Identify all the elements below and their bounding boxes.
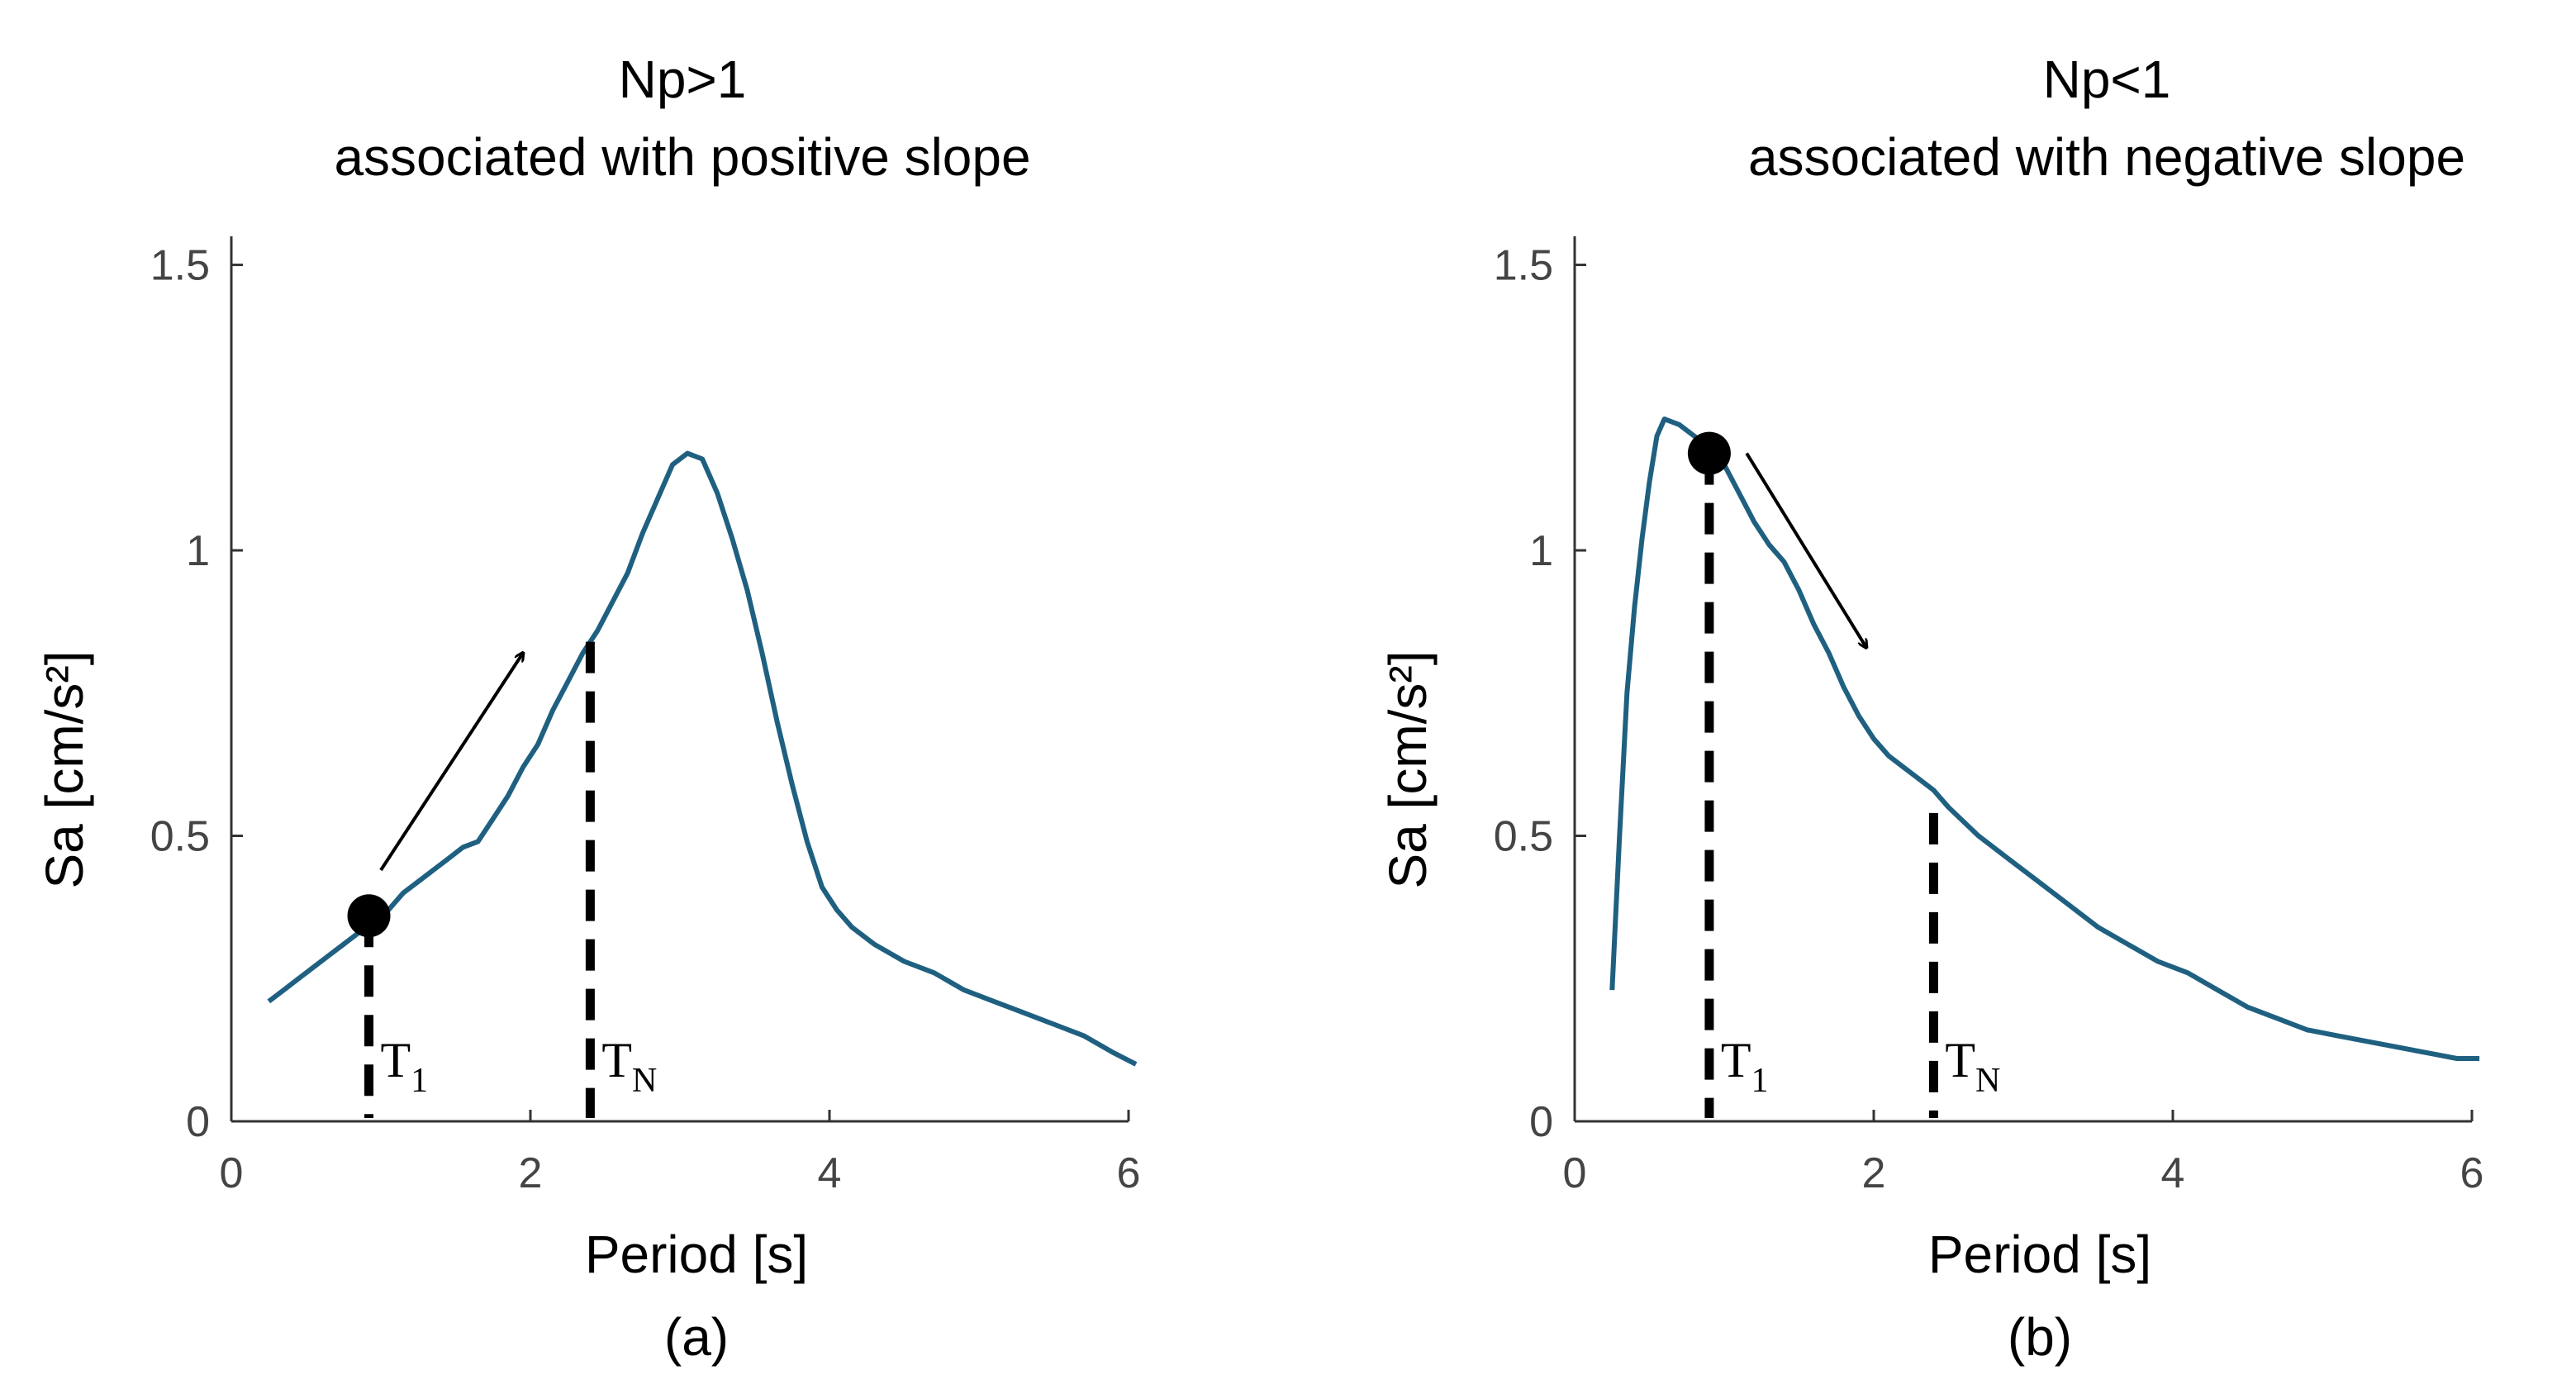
panel-a: Np>1 associated with positive slope 0 2 4 6… — [35, 50, 1140, 1367]
x-tick-label: 6 — [1117, 1149, 1141, 1197]
panel-label-b: (b) — [2008, 1307, 2072, 1367]
slope-arrow-b — [1745, 452, 1866, 648]
title-line1-b: Np<1 — [2043, 50, 2171, 109]
panel-b: Np<1 associated with negative slope 0 2 4 6… — [1378, 50, 2483, 1367]
x-axis-label-b: Period [s] — [1928, 1225, 2151, 1284]
ticks-a: 0 2 4 6 0 0.5 1 1.5 — [150, 242, 1141, 1197]
y-tick-label: 0.5 — [150, 813, 210, 861]
x-tick-label: 2 — [1862, 1149, 1886, 1197]
x-tick-label: 0 — [1563, 1149, 1587, 1197]
y-axis-label-b: Sa [cm/s²] — [1378, 650, 1438, 888]
y-tick-label: 0.5 — [1494, 813, 1553, 861]
axes-a — [230, 236, 1129, 1123]
t1-marker-a — [347, 894, 391, 938]
dashed-lines-b: T1 TN — [1704, 453, 2000, 1118]
slope-arrow-a — [379, 653, 523, 872]
y-tick-label: 1.5 — [1494, 242, 1553, 290]
x-tick-label: 2 — [519, 1149, 543, 1197]
title-line2-a: associated with positive slope — [334, 127, 1030, 187]
y-tick-label: 1.5 — [150, 242, 210, 290]
spectrum-curve-a — [267, 450, 1138, 1067]
y-axis-label-a: Sa [cm/s²] — [35, 650, 94, 888]
x-tick-label: 4 — [818, 1149, 842, 1197]
x-tick-label: 0 — [220, 1149, 244, 1197]
t1-marker-b — [1687, 431, 1731, 475]
label-tn: TN — [1945, 1033, 2000, 1100]
label-tn: TN — [601, 1033, 657, 1100]
ticks-b: 0 2 4 6 0 0.5 1 1.5 — [1494, 242, 2484, 1197]
spectrum-curve-b — [1609, 416, 2480, 1061]
panel-label-a: (a) — [664, 1307, 729, 1367]
dashed-lines-a: T1 TN — [364, 641, 657, 1118]
axes-b — [1573, 236, 2472, 1123]
y-tick-label: 1 — [186, 527, 210, 575]
x-tick-label: 4 — [2161, 1149, 2185, 1197]
label-t1: T1 — [381, 1033, 429, 1100]
title-line1-a: Np>1 — [619, 50, 747, 109]
y-tick-label: 0 — [186, 1098, 210, 1146]
y-tick-label: 1 — [1529, 527, 1553, 575]
x-axis-label-a: Period [s] — [585, 1225, 808, 1284]
label-t1: T1 — [1721, 1033, 1769, 1100]
title-line2-b: associated with negative slope — [1748, 127, 2465, 187]
y-tick-label: 0 — [1529, 1098, 1553, 1146]
x-tick-label: 6 — [2460, 1149, 2484, 1197]
